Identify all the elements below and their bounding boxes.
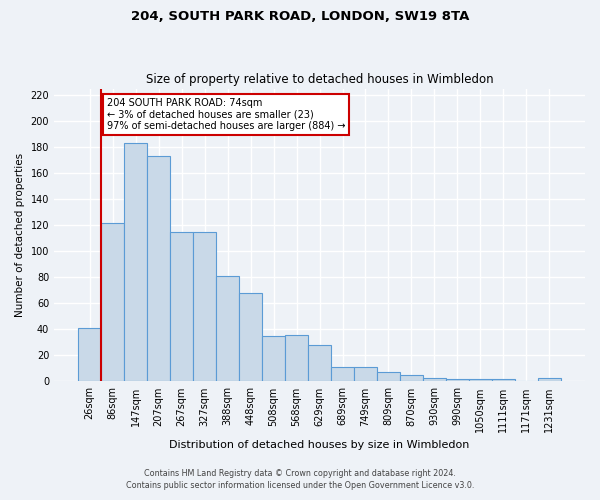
Bar [469, 379, 492, 382]
Bar [331, 367, 354, 382]
Bar [423, 378, 446, 382]
Bar [239, 293, 262, 382]
Bar [354, 367, 377, 382]
Text: 204 SOUTH PARK ROAD: 74sqm
← 3% of detached houses are smaller (23)
97% of semi-: 204 SOUTH PARK ROAD: 74sqm ← 3% of detac… [107, 98, 346, 131]
Text: Contains HM Land Registry data © Crown copyright and database right 2024.
Contai: Contains HM Land Registry data © Crown c… [126, 468, 474, 490]
Bar [78, 328, 101, 382]
Bar [446, 379, 469, 382]
Bar [216, 276, 239, 382]
Bar [170, 232, 193, 382]
Y-axis label: Number of detached properties: Number of detached properties [15, 153, 25, 317]
Bar [308, 345, 331, 382]
Bar [538, 378, 561, 382]
Bar [193, 232, 216, 382]
X-axis label: Distribution of detached houses by size in Wimbledon: Distribution of detached houses by size … [169, 440, 470, 450]
Bar [285, 334, 308, 382]
Bar [377, 372, 400, 382]
Bar [492, 379, 515, 382]
Bar [147, 156, 170, 382]
Bar [400, 375, 423, 382]
Bar [124, 143, 147, 382]
Text: 204, SOUTH PARK ROAD, LONDON, SW19 8TA: 204, SOUTH PARK ROAD, LONDON, SW19 8TA [131, 10, 469, 23]
Bar [101, 222, 124, 382]
Bar [262, 336, 285, 382]
Title: Size of property relative to detached houses in Wimbledon: Size of property relative to detached ho… [146, 73, 493, 86]
